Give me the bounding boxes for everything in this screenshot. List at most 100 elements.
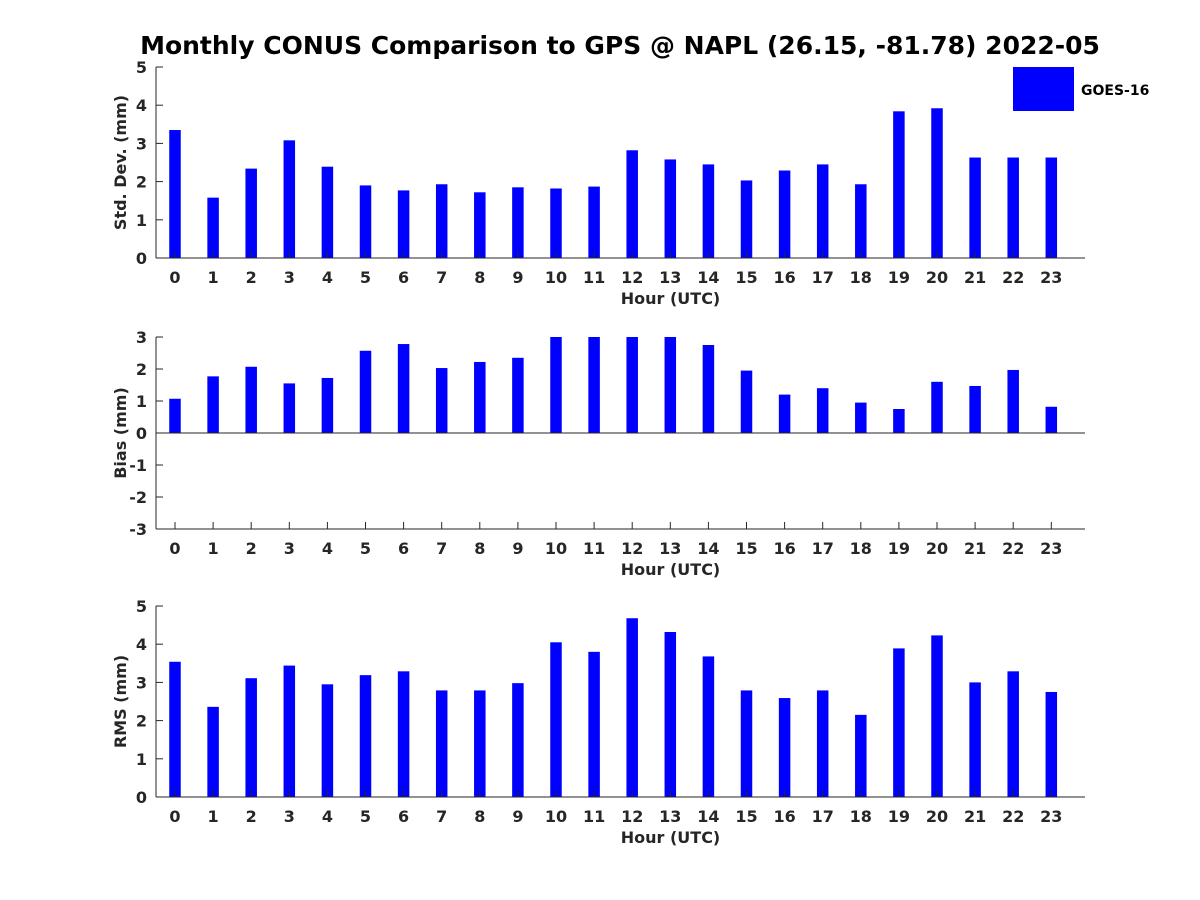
std-bar-hour-19 (893, 111, 905, 258)
bias-x-tick-label: 6 (398, 539, 409, 558)
bias-x-tick-label: 18 (850, 539, 872, 558)
rms-y-tick-label: 4 (136, 635, 147, 654)
bias-bar-hour-11 (588, 337, 600, 433)
rms-x-tick-label: 14 (697, 807, 719, 826)
bias-x-tick-label: 10 (545, 539, 567, 558)
std-x-tick-label: 16 (773, 268, 795, 287)
rms-x-axis-label: Hour (UTC) (621, 828, 721, 847)
legend-swatch-goes16 (1013, 67, 1074, 111)
rms-bar-hour-14 (702, 656, 715, 797)
bias-x-tick-label: 21 (964, 539, 986, 558)
bias-y-tick-label: 2 (136, 360, 147, 379)
std-bar-hour-8 (474, 192, 486, 258)
rms-bar-hour-19 (893, 648, 905, 797)
std-x-tick-label: 6 (398, 268, 409, 287)
rms-x-tick-label: 4 (322, 807, 333, 826)
bias-x-tick-label: 13 (659, 539, 681, 558)
std-x-tick-label: 9 (512, 268, 523, 287)
rms-bar-hour-9 (512, 683, 524, 797)
rms-bar-hour-10 (550, 642, 562, 797)
rms-x-tick-label: 8 (474, 807, 485, 826)
std-x-tick-label: 5 (360, 268, 371, 287)
std-bar-hour-10 (550, 188, 562, 258)
std-bar-hour-22 (1007, 157, 1019, 258)
rms-x-tick-label: 11 (583, 807, 605, 826)
std-bar-hour-16 (778, 170, 791, 258)
std-bar-hour-0 (169, 130, 181, 258)
rms-bar-hour-8 (474, 690, 486, 797)
std-x-tick-label: 19 (888, 268, 910, 287)
std-x-tick-label: 17 (812, 268, 834, 287)
std-y-tick-label: 2 (136, 173, 147, 192)
rms-y-tick-label: 3 (136, 673, 147, 692)
std-bar-hour-18 (855, 184, 867, 258)
std-x-tick-label: 15 (735, 268, 757, 287)
bias-x-tick-label: 9 (512, 539, 523, 558)
bias-y-axis-label: Bias (mm) (111, 387, 130, 479)
rms-bar-hour-13 (664, 631, 677, 797)
std-y-tick-label: 1 (136, 211, 147, 230)
bias-bar-hour-1 (207, 376, 219, 433)
bias-x-tick-label: 15 (735, 539, 757, 558)
rms-y-tick-label: 1 (136, 750, 147, 769)
std-bar-hour-3 (283, 140, 296, 258)
rms-bar-hour-15 (740, 690, 753, 797)
bias-bar-hour-21 (969, 385, 981, 433)
std-y-tick-label: 4 (136, 96, 147, 115)
std-y-tick-label: 3 (136, 134, 147, 153)
bias-x-tick-label: 14 (697, 539, 719, 558)
std-x-tick-label: 8 (474, 268, 485, 287)
bias-bar-hour-13 (664, 337, 677, 433)
rms-x-tick-label: 21 (964, 807, 986, 826)
rms-y-tick-label: 5 (136, 597, 147, 616)
rms-bar-hour-18 (855, 714, 867, 797)
bias-bar-hour-7 (435, 368, 448, 433)
rms-x-tick-label: 12 (621, 807, 643, 826)
bias-bar-hour-20 (931, 381, 943, 433)
std-bar-hour-23 (1045, 157, 1058, 258)
bias-bar-hour-18 (855, 402, 867, 433)
rms-bar-hour-6 (397, 671, 410, 797)
std-x-tick-label: 12 (621, 268, 643, 287)
std-bar-hour-5 (359, 185, 372, 258)
bias-y-tick-label: -1 (129, 456, 147, 475)
bias-bar-hour-2 (245, 366, 257, 433)
std-x-tick-label: 14 (697, 268, 719, 287)
bias-bar-hour-22 (1007, 369, 1019, 433)
bias-x-tick-label: 7 (436, 539, 447, 558)
std-x-tick-label: 23 (1040, 268, 1062, 287)
bias-bar-hour-14 (702, 345, 715, 433)
rms-bar-hour-12 (626, 618, 638, 797)
std-x-tick-label: 1 (208, 268, 219, 287)
bias-x-tick-label: 12 (621, 539, 643, 558)
std-bar-hour-11 (588, 186, 600, 258)
bias-x-tick-label: 20 (926, 539, 948, 558)
std-x-tick-label: 3 (284, 268, 295, 287)
rms-x-tick-label: 18 (850, 807, 872, 826)
std-x-tick-label: 18 (850, 268, 872, 287)
rms-bar-hour-16 (778, 698, 791, 797)
std-x-tick-label: 11 (583, 268, 605, 287)
bias-x-tick-label: 0 (169, 539, 180, 558)
rms-y-tick-label: 2 (136, 712, 147, 731)
rms-x-tick-label: 23 (1040, 807, 1062, 826)
std-bar-hour-15 (740, 180, 753, 258)
rms-bar-hour-22 (1007, 671, 1019, 797)
rms-x-tick-label: 5 (360, 807, 371, 826)
bias-bar-hour-10 (550, 337, 562, 433)
rms-bar-hour-0 (169, 661, 181, 797)
bias-bar-hour-5 (359, 350, 372, 433)
std-x-tick-label: 4 (322, 268, 333, 287)
legend: GOES-16 (1013, 67, 1149, 111)
bias-x-tick-label: 17 (812, 539, 834, 558)
rms-x-tick-label: 16 (773, 807, 795, 826)
bias-bar-hour-12 (626, 337, 638, 433)
std-bar-hour-2 (245, 168, 257, 258)
std-x-tick-label: 21 (964, 268, 986, 287)
std-y-axis-label: Std. Dev. (mm) (111, 95, 130, 230)
bias-bar-hour-19 (893, 409, 905, 433)
rms-x-tick-label: 7 (436, 807, 447, 826)
rms-bar-hour-7 (435, 690, 448, 797)
